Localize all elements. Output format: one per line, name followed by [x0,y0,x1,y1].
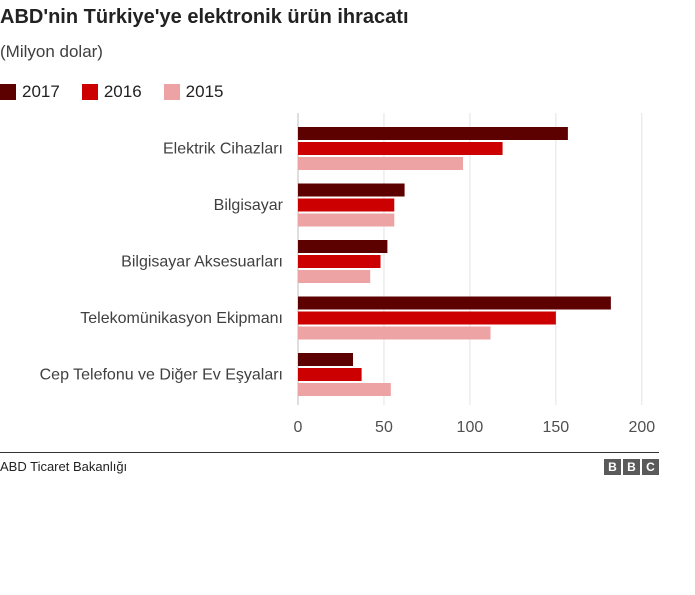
category-labels: Elektrik Cihazları Bilgisayar Bilgisayar A… [40,141,284,384]
category-label: Bilgisayar Aksesuarları [121,254,283,271]
bar-2017 [298,127,568,140]
legend-swatch-2017 [0,84,16,100]
legend-label-2015: 2015 [185,82,224,101]
legend-swatch-2016 [81,84,98,100]
bar-2017 [298,240,388,253]
bar-2017 [298,353,354,366]
bar-2017 [298,183,405,197]
bar-2016 [298,142,503,155]
legend-label-2016: 2016 [103,82,142,101]
bar-chart: Elektrik Cihazları Bilgisayar Bilgisayar A… [40,113,656,436]
category-label: Telekomünikasyon Ekipmanı [80,310,283,327]
bar-2016 [298,368,362,381]
category-label: Bilgisayar [214,197,284,214]
bar-2015 [298,383,391,396]
x-tick-label: 100 [457,419,484,436]
legend-item-2015: 2015 [163,82,224,102]
bar-2015 [298,270,371,283]
legend-swatch-2015 [163,84,180,100]
x-tick-label: 50 [375,419,393,436]
x-tick-label: 150 [543,419,570,436]
legend-item-2017: 2017 [0,82,60,102]
category-label: Cep Telefonu ve Diğer Ev Eşyaları [40,367,283,384]
bar-2016 [298,255,381,268]
bbc-logo-letter: C [642,459,659,475]
x-tick-label: 0 [294,419,303,436]
bbc-logo-letter: B [623,459,640,475]
chart-subtitle: (Milyon dolar) [0,42,103,61]
category-label: Elektrik Cihazları [163,141,283,158]
legend-item-2016: 2016 [81,82,142,102]
bars [298,127,611,396]
footer-divider [0,452,659,453]
bar-2016 [298,198,395,212]
bbc-logo-letter: B [604,459,621,475]
x-axis-ticks: 0 50 100 150 200 [294,419,656,436]
legend: 2017 2016 2015 [0,82,245,102]
chart-title: ABD'nin Türkiye'ye elektronik ürün ihrac… [0,6,409,28]
source-note: ABD Ticaret Bakanlığı [0,459,128,474]
bar-2015 [298,326,491,340]
bbc-logo: B B C [602,459,659,475]
bar-2015 [298,157,464,170]
legend-label-2017: 2017 [22,82,60,101]
bar-2016 [298,311,556,325]
x-tick-label: 200 [628,419,655,436]
bar-2017 [298,296,611,310]
bar-2015 [298,213,395,227]
